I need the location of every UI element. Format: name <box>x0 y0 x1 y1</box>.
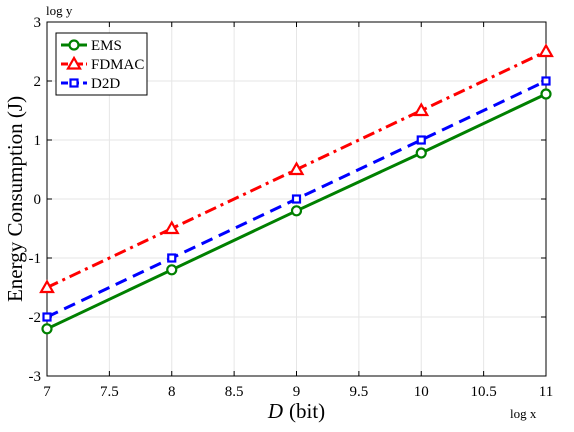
x-tick-label: 9.5 <box>350 384 369 400</box>
y-tick-label: 1 <box>34 133 42 149</box>
legend-item-fdmac: FDMAC <box>61 55 144 73</box>
data-point-fdmac <box>163 220 180 235</box>
x-tick-label: 9 <box>293 384 301 400</box>
y-corner-label: log y <box>46 3 73 18</box>
data-point-fdmac <box>288 161 305 176</box>
data-point-fdmac <box>538 43 554 58</box>
data-point-ems <box>290 205 303 217</box>
data-point-ems <box>166 264 178 276</box>
series-ems <box>41 88 552 335</box>
x-axis-unit: (bit) <box>289 399 325 423</box>
series-lines <box>39 43 554 335</box>
data-point-d2d <box>42 312 52 322</box>
data-point-d2d <box>541 76 551 86</box>
y-tick-label: 3 <box>34 15 42 31</box>
y-tick-label: -3 <box>29 369 42 385</box>
legend-marker-d2d <box>69 78 79 88</box>
x-corner-label: log x <box>510 406 537 421</box>
x-axis-title: D (bit) <box>267 399 325 423</box>
legend-label-ems: EMS <box>91 38 122 54</box>
x-tick-label: 10.5 <box>471 384 497 400</box>
data-point-fdmac <box>413 102 430 117</box>
data-point-ems <box>540 88 552 100</box>
data-point-fdmac <box>39 279 55 294</box>
data-point-d2d <box>291 194 302 204</box>
y-tick-label: -2 <box>29 310 42 326</box>
legend-marker-ems <box>68 39 80 51</box>
series-d2d <box>42 76 551 322</box>
y-tick-label: 2 <box>34 74 42 90</box>
y-tick-label: 0 <box>34 192 42 208</box>
legend-label-d2d: D2D <box>91 76 120 92</box>
data-point-ems <box>415 147 427 159</box>
x-tick-label: 7.5 <box>100 384 119 400</box>
data-point-d2d <box>167 253 177 263</box>
x-tick-label: 8.5 <box>225 384 244 400</box>
legend-marker-fdmac <box>66 55 82 70</box>
x-tick-label: 10 <box>414 384 429 400</box>
x-tick-label: 7 <box>43 384 51 400</box>
series-fdmac <box>39 43 554 294</box>
legend-label-fdmac: FDMAC <box>91 57 144 73</box>
legend: EMS FDMAC D2D <box>55 32 148 96</box>
x-tick-label: 11 <box>539 384 553 400</box>
data-point-ems <box>41 323 53 335</box>
y-axis-title: Energy Consumption (J) <box>3 96 27 302</box>
legend-item-ems: EMS <box>61 38 122 54</box>
axis-ticks: 7 7.5 8 8.5 9 9.5 10 10.5 11 -3 -2 -1 0 1 2 3 <box>29 15 554 400</box>
data-point-d2d <box>416 135 426 145</box>
y-tick-label: -1 <box>29 251 42 267</box>
x-axis-variable: D <box>267 399 283 423</box>
x-tick-label: 8 <box>168 384 176 400</box>
legend-item-d2d: D2D <box>61 76 120 92</box>
